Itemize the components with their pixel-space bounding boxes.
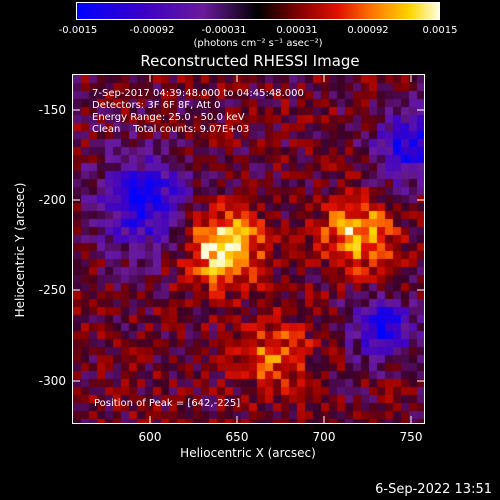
colorbar-units: (photons cm⁻² s⁻¹ asec⁻²) — [193, 38, 323, 49]
plot-area — [72, 74, 425, 424]
x-tick-label: 750 — [399, 430, 423, 444]
heatmap-image — [73, 75, 424, 423]
annotation-peak-position: Position of Peak = [642,-225] — [94, 398, 241, 409]
x-tick-label: 650 — [225, 430, 249, 444]
y-tick-label: -200 — [38, 193, 66, 207]
colorbar-tick-label: -0.00092 — [129, 25, 175, 36]
annotation-clean-counts: Clean Total counts: 9.07E+03 — [92, 124, 250, 135]
annotation-time-range: 7-Sep-2017 04:39:48.000 to 04:45:48.000 — [92, 88, 304, 99]
x-axis-label: Heliocentric X (arcsec) — [180, 446, 316, 460]
x-tick-label: 700 — [312, 430, 336, 444]
colorbar-tick-label: -0.0015 — [58, 25, 98, 36]
x-tick-label: 600 — [138, 430, 162, 444]
y-tick-label: -300 — [38, 374, 66, 388]
annotation-detectors: Detectors: 3F 6F 8F, Att 0 — [92, 100, 221, 111]
colorbar-tick-label: 0.00092 — [347, 25, 389, 36]
colorbar-tick-label: 0.0015 — [422, 25, 458, 36]
y-tick-label: -250 — [38, 283, 66, 297]
footer-timestamp: 6-Sep-2022 13:51 — [375, 482, 492, 497]
y-tick-label: -150 — [38, 103, 66, 117]
chart-title: Reconstructed RHESSI Image — [140, 52, 360, 70]
colorbar — [76, 2, 440, 20]
colorbar-tick-label: -0.00031 — [201, 25, 247, 36]
colorbar-tick-label: 0.00031 — [276, 25, 318, 36]
annotation-energy-range: Energy Range: 25.0 - 50.0 keV — [92, 112, 245, 123]
y-axis-label: Heliocentric Y (arcsec) — [13, 182, 27, 318]
